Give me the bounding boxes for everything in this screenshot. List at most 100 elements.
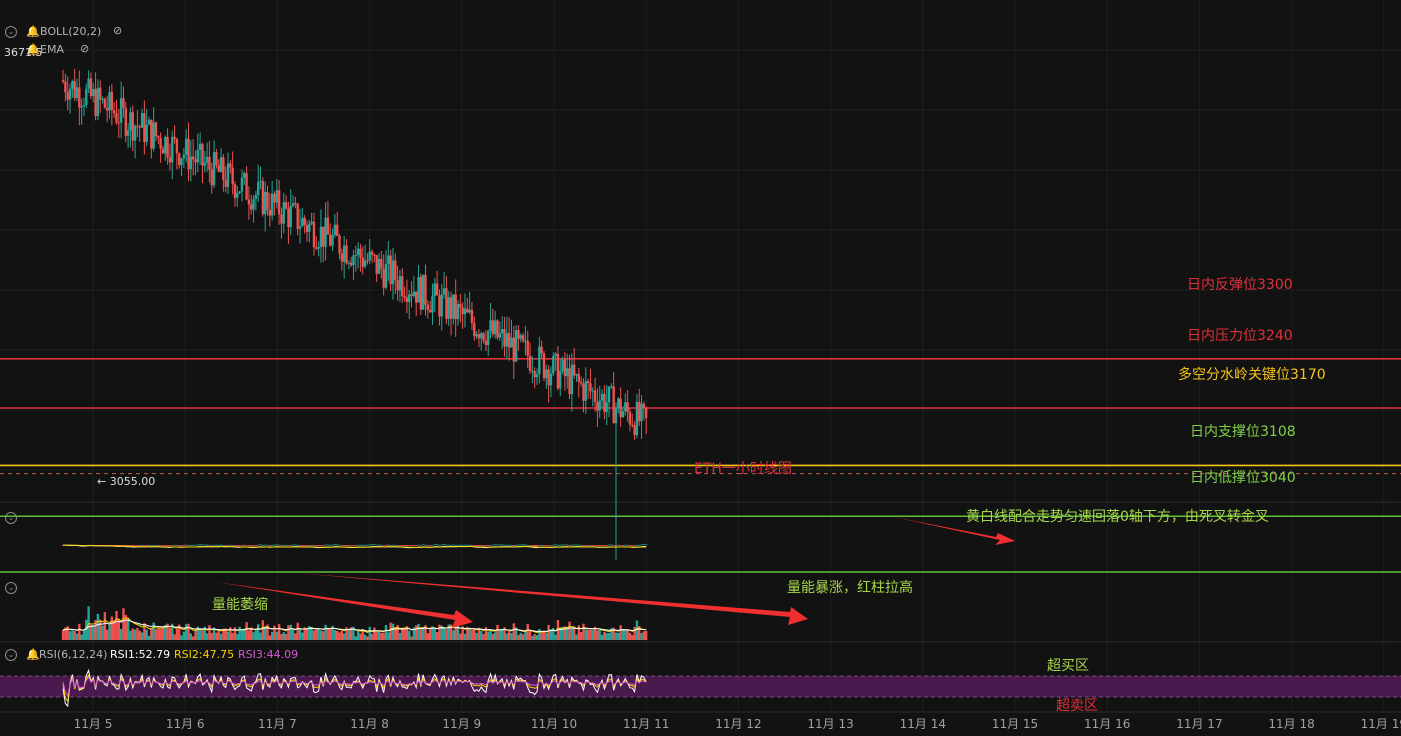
volume-arrow-2 (297, 573, 808, 625)
x-tick-label: 11月 5 (74, 717, 113, 731)
macd-bar (140, 544, 144, 546)
volume-bar (415, 625, 418, 640)
volume-bar (359, 633, 362, 640)
volume-bar (71, 630, 74, 640)
candle (575, 374, 578, 376)
ema-indicator-label[interactable]: EMA (40, 43, 64, 56)
macd-bar (124, 545, 127, 546)
volume-bar (591, 629, 594, 640)
candle (554, 353, 557, 356)
volume-bar (68, 631, 72, 640)
bell-icon[interactable]: 🔔 (26, 43, 40, 56)
volume-bar (477, 627, 481, 640)
macd-bar (617, 544, 620, 546)
candle (586, 381, 590, 384)
candle (308, 223, 311, 232)
macd-bar (338, 544, 341, 546)
volume-bar (198, 629, 202, 640)
candle (626, 402, 629, 412)
collapse-icon[interactable]: ⌄ (5, 649, 17, 661)
candle (301, 217, 304, 227)
volume-bar (575, 634, 578, 640)
grid (0, 0, 1401, 712)
macd-bar (294, 544, 297, 546)
macd-bar (419, 545, 423, 546)
candle (403, 295, 406, 298)
volume-bar (133, 629, 137, 640)
volume-bar (438, 624, 441, 640)
x-axis: 11月 5 11月 6 11月 7 11月 8 11月 9 11月 10 11月 11 11月… (74, 717, 1401, 731)
candle (394, 260, 397, 280)
candle (112, 110, 116, 114)
candle (642, 403, 646, 408)
boll-indicator-label[interactable]: BOLL(20,2) (40, 25, 102, 38)
volume-bar (180, 635, 183, 640)
macd-bar (596, 545, 599, 546)
volume-bar (628, 632, 632, 640)
macd-bar (370, 544, 374, 546)
macd-bar (505, 544, 508, 546)
volume-bar (589, 629, 592, 640)
candle (638, 401, 641, 422)
volume-bar (259, 632, 262, 640)
macd-bar (347, 545, 351, 546)
candle (496, 320, 499, 338)
macd-bar (498, 544, 502, 546)
volume-bar (510, 632, 513, 640)
macd-bar (628, 545, 632, 546)
volume-bar (442, 628, 446, 640)
volume-bar (466, 626, 469, 640)
candle (226, 163, 230, 187)
macd-bar (545, 545, 548, 546)
macd-bar (296, 544, 299, 546)
candle (212, 152, 216, 186)
rsi-indicator-label[interactable]: RSI(6,12,24) (39, 648, 108, 661)
bell-icon[interactable]: 🔔 (26, 648, 40, 661)
visibility-icon[interactable]: ⊘ (80, 42, 90, 55)
candle (370, 251, 374, 255)
volume-bar (535, 635, 539, 640)
macd-bar (607, 544, 611, 546)
volume-bar (173, 634, 176, 640)
volume-bar (270, 631, 274, 640)
candle (280, 214, 283, 224)
macd-bar (231, 545, 234, 546)
candle (268, 209, 272, 216)
candle (247, 199, 251, 205)
macd-bar (131, 545, 134, 546)
oversold-label: 超卖区 (1056, 698, 1098, 714)
candle (449, 297, 453, 319)
candle (405, 297, 409, 302)
candle (559, 370, 562, 389)
volume-bar (296, 622, 299, 640)
collapse-icon[interactable]: ⌄ (5, 582, 17, 594)
visibility-icon[interactable]: ⊘ (113, 24, 123, 37)
overbought-label: 超买区 (1047, 658, 1089, 674)
collapse-icon[interactable]: ⌄ (5, 26, 17, 38)
macd-bar (161, 545, 165, 546)
macd-bar (254, 545, 258, 546)
collapse-icon[interactable]: ⌄ (5, 512, 17, 524)
macd-bar (187, 545, 190, 546)
candle (389, 255, 392, 285)
macd-bar (566, 544, 569, 546)
candle (263, 192, 267, 215)
candle (391, 260, 395, 285)
volume-bar (61, 629, 65, 640)
volume-bar (338, 632, 341, 640)
volume-bar (514, 627, 518, 640)
candle (524, 340, 527, 342)
bell-icon[interactable]: 🔔 (26, 25, 40, 38)
volume-bar (231, 632, 234, 640)
volume-bar (99, 619, 102, 640)
macd-bar (459, 544, 462, 546)
volume-bar (254, 630, 258, 640)
volume-bar (598, 629, 601, 640)
volume-bar (428, 627, 432, 640)
volume-bar (110, 616, 114, 640)
rsi-pane (62, 668, 647, 708)
macd-bar (387, 544, 390, 546)
candle (196, 150, 199, 163)
macd-bar (298, 545, 302, 546)
